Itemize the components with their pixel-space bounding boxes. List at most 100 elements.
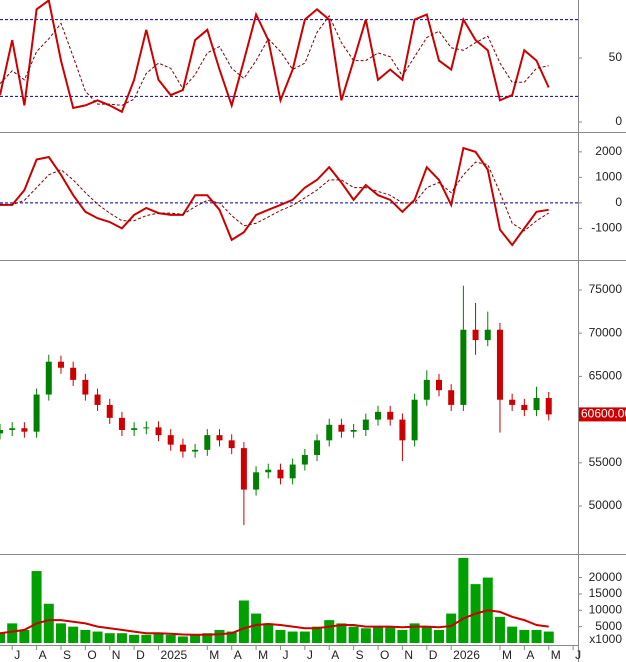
bar: [397, 629, 408, 643]
candle-body: [57, 361, 64, 368]
x-tick-label: M: [258, 648, 268, 662]
candle-body: [533, 397, 540, 411]
candle-body: [350, 429, 357, 432]
candle-body: [545, 397, 552, 415]
bar: [7, 623, 18, 643]
bar: [116, 633, 127, 643]
candle-body: [314, 440, 321, 456]
bar: [190, 634, 201, 643]
candle-body: [70, 367, 77, 380]
series-line: [0, 14, 549, 106]
candle-body: [82, 379, 89, 395]
bar: [202, 633, 213, 643]
bar: [324, 620, 335, 643]
bar: [312, 626, 323, 643]
series-line: [0, 146, 549, 247]
bar: [165, 634, 176, 643]
x-tick-label: O: [87, 648, 96, 662]
candle-body: [33, 394, 40, 432]
y-tick-label: 2000: [595, 144, 622, 158]
candle-body: [496, 329, 503, 400]
candle-body: [509, 399, 516, 405]
candle-body: [131, 428, 138, 430]
x-tick-label: M: [551, 648, 561, 662]
candle-body: [435, 379, 442, 391]
candle-body: [375, 411, 382, 420]
candle-body: [228, 440, 235, 449]
candle-body: [192, 449, 199, 452]
candle-body: [21, 428, 28, 432]
last-price-box: [579, 407, 626, 422]
x-tick-label: A: [331, 648, 339, 662]
candle-body: [472, 329, 479, 341]
bar: [153, 633, 164, 643]
bar: [519, 629, 530, 643]
series-line: [0, 609, 549, 636]
candle-body: [301, 455, 308, 465]
bar: [177, 636, 188, 643]
candle-body: [399, 419, 406, 441]
bar: [360, 628, 371, 643]
y-tick-label: 65000: [589, 369, 623, 383]
bar: [80, 629, 91, 643]
x-tick-label: D: [429, 648, 438, 662]
bar: [531, 629, 542, 643]
y-tick-label: 75000: [589, 282, 623, 296]
x-tick-label: M: [502, 648, 512, 662]
series-line: [0, 161, 549, 232]
bar: [409, 623, 420, 643]
bar: [226, 631, 237, 643]
candle-body: [94, 394, 101, 405]
y-tick-label: 10000: [589, 602, 623, 616]
bar: [494, 616, 505, 643]
bar: [275, 629, 286, 643]
bar: [287, 631, 298, 643]
candle-body: [277, 469, 284, 479]
candle-body: [387, 411, 394, 420]
bar: [251, 613, 262, 643]
candle-body: [484, 329, 491, 341]
x-tick-label: J: [14, 648, 20, 662]
y-unit-label: x1000: [589, 632, 622, 646]
candle-body: [460, 329, 467, 405]
bar: [31, 571, 42, 643]
candle-body: [521, 404, 528, 411]
x-tick-label: N: [404, 648, 413, 662]
bar: [0, 633, 5, 643]
candle-body: [289, 464, 296, 479]
candle-body: [362, 419, 369, 430]
candle-body: [155, 427, 162, 436]
candle-body: [143, 427, 150, 429]
bar: [92, 631, 103, 643]
x-tick-label: J: [575, 648, 581, 662]
candle-body: [106, 404, 113, 418]
bar: [373, 626, 384, 643]
y-tick-label: 1000: [595, 170, 622, 184]
candle-body: [179, 444, 186, 452]
x-tick-label: J: [282, 648, 288, 662]
bar: [348, 626, 359, 643]
candle-body: [240, 448, 247, 490]
bar: [263, 623, 274, 643]
x-tick-label: A: [234, 648, 242, 662]
bar: [446, 613, 457, 643]
candle-body: [0, 429, 3, 434]
y-tick-label: -1000: [591, 221, 622, 235]
x-tick-label: S: [63, 648, 71, 662]
bar: [214, 629, 225, 643]
y-tick-label: 55000: [589, 455, 623, 469]
candle-body: [216, 435, 223, 441]
bar: [104, 633, 115, 643]
bar: [43, 603, 54, 643]
bar: [141, 634, 152, 643]
bar: [433, 629, 444, 643]
candle-body: [167, 435, 174, 445]
bar: [458, 557, 469, 643]
y-tick-label: 15000: [589, 586, 623, 600]
y-tick-label: 0: [615, 114, 622, 128]
candle-body: [45, 361, 52, 395]
bar: [238, 600, 249, 643]
bar: [129, 634, 140, 643]
